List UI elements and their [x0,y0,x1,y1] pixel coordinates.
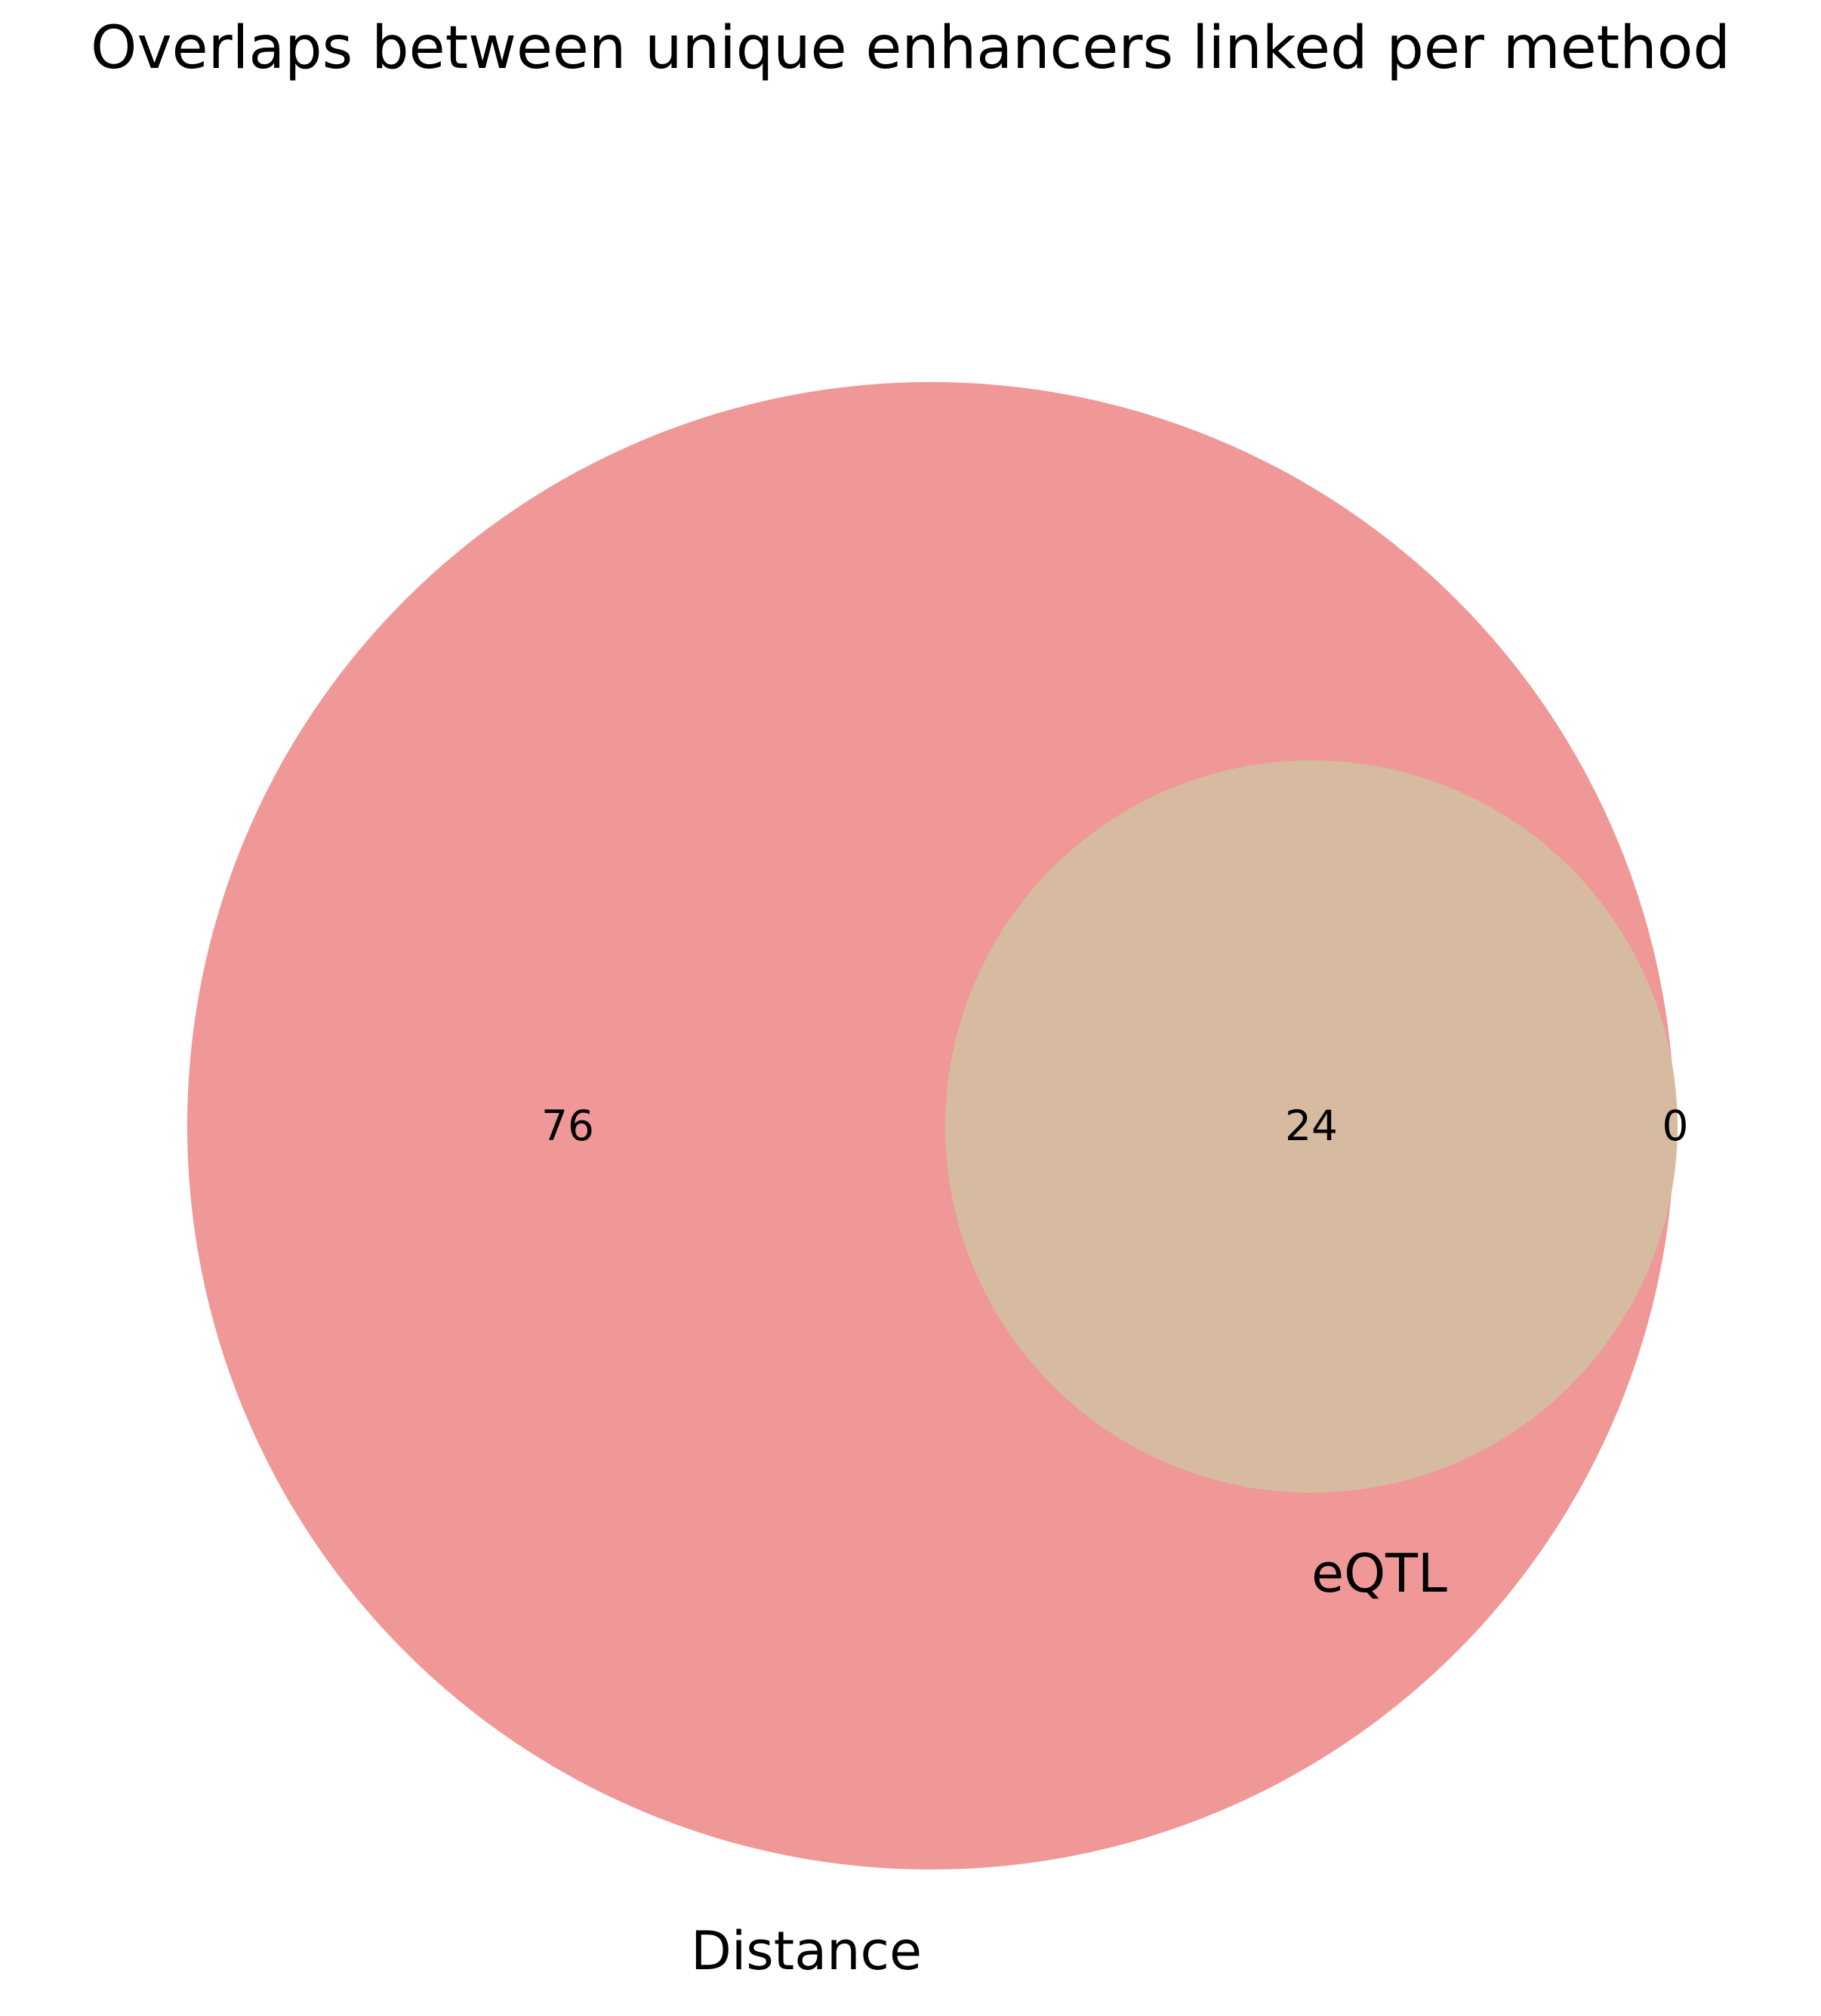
distance-set-label: Distance [691,1920,922,1982]
eqtl-only-count: 0 [1662,1102,1689,1150]
eqtl-set-label: eQTL [1311,1543,1447,1604]
distance-only-count: 76 [541,1102,594,1150]
eqtl-set-circle [945,760,1678,1493]
overlap-count: 24 [1285,1102,1338,1150]
chart-title: Overlaps between unique enhancers linked… [91,14,1730,82]
distance-set-circle [187,382,1675,1870]
